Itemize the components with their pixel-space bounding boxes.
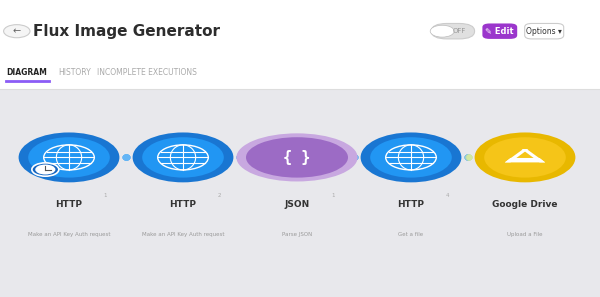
Ellipse shape bbox=[445, 152, 458, 163]
Circle shape bbox=[475, 132, 575, 182]
FancyBboxPatch shape bbox=[0, 0, 600, 89]
Text: Flux Image Generator: Flux Image Generator bbox=[33, 24, 220, 39]
Circle shape bbox=[430, 25, 454, 37]
Text: JSON: JSON bbox=[284, 200, 310, 209]
Text: ✎ Edit: ✎ Edit bbox=[485, 27, 514, 36]
Ellipse shape bbox=[19, 132, 119, 182]
Circle shape bbox=[142, 137, 224, 178]
Text: HTTP: HTTP bbox=[56, 200, 83, 209]
Text: Make an API Key Auth request: Make an API Key Auth request bbox=[142, 232, 224, 236]
Text: 4: 4 bbox=[446, 193, 449, 198]
Ellipse shape bbox=[361, 132, 461, 182]
Ellipse shape bbox=[364, 152, 377, 163]
Text: Get a file: Get a file bbox=[398, 232, 424, 236]
FancyBboxPatch shape bbox=[431, 23, 475, 39]
Ellipse shape bbox=[103, 152, 116, 163]
Text: Parse JSON: Parse JSON bbox=[282, 232, 312, 236]
Text: Make an API Key Auth request: Make an API Key Auth request bbox=[28, 232, 110, 236]
Polygon shape bbox=[505, 158, 545, 162]
Polygon shape bbox=[505, 149, 529, 162]
Text: Options ▾: Options ▾ bbox=[526, 27, 562, 36]
Text: 1: 1 bbox=[104, 193, 107, 198]
Text: ←: ← bbox=[13, 26, 21, 36]
Circle shape bbox=[370, 137, 452, 178]
Text: 2: 2 bbox=[218, 193, 221, 198]
Circle shape bbox=[28, 137, 110, 178]
Text: { }: { } bbox=[283, 150, 311, 165]
Text: HTTP: HTTP bbox=[170, 200, 197, 209]
Ellipse shape bbox=[478, 152, 491, 163]
Circle shape bbox=[35, 165, 55, 175]
Circle shape bbox=[484, 137, 566, 178]
Polygon shape bbox=[521, 149, 545, 162]
Ellipse shape bbox=[136, 152, 149, 163]
Ellipse shape bbox=[250, 152, 263, 163]
Ellipse shape bbox=[236, 133, 358, 181]
Text: HISTORY: HISTORY bbox=[59, 68, 91, 77]
FancyBboxPatch shape bbox=[525, 23, 564, 39]
Ellipse shape bbox=[133, 132, 233, 182]
Text: HTTP: HTTP bbox=[398, 200, 425, 209]
Text: 1: 1 bbox=[332, 193, 335, 198]
Text: INCOMPLETE EXECUTIONS: INCOMPLETE EXECUTIONS bbox=[97, 68, 197, 77]
Ellipse shape bbox=[331, 152, 344, 163]
Text: Google Drive: Google Drive bbox=[492, 200, 558, 209]
Text: Upload a File: Upload a File bbox=[507, 232, 543, 236]
Circle shape bbox=[4, 25, 30, 38]
Ellipse shape bbox=[246, 137, 348, 178]
Text: OFF: OFF bbox=[452, 28, 466, 34]
Circle shape bbox=[32, 163, 59, 176]
Text: DIAGRAM: DIAGRAM bbox=[7, 68, 47, 77]
FancyBboxPatch shape bbox=[482, 23, 517, 39]
Ellipse shape bbox=[217, 152, 230, 163]
